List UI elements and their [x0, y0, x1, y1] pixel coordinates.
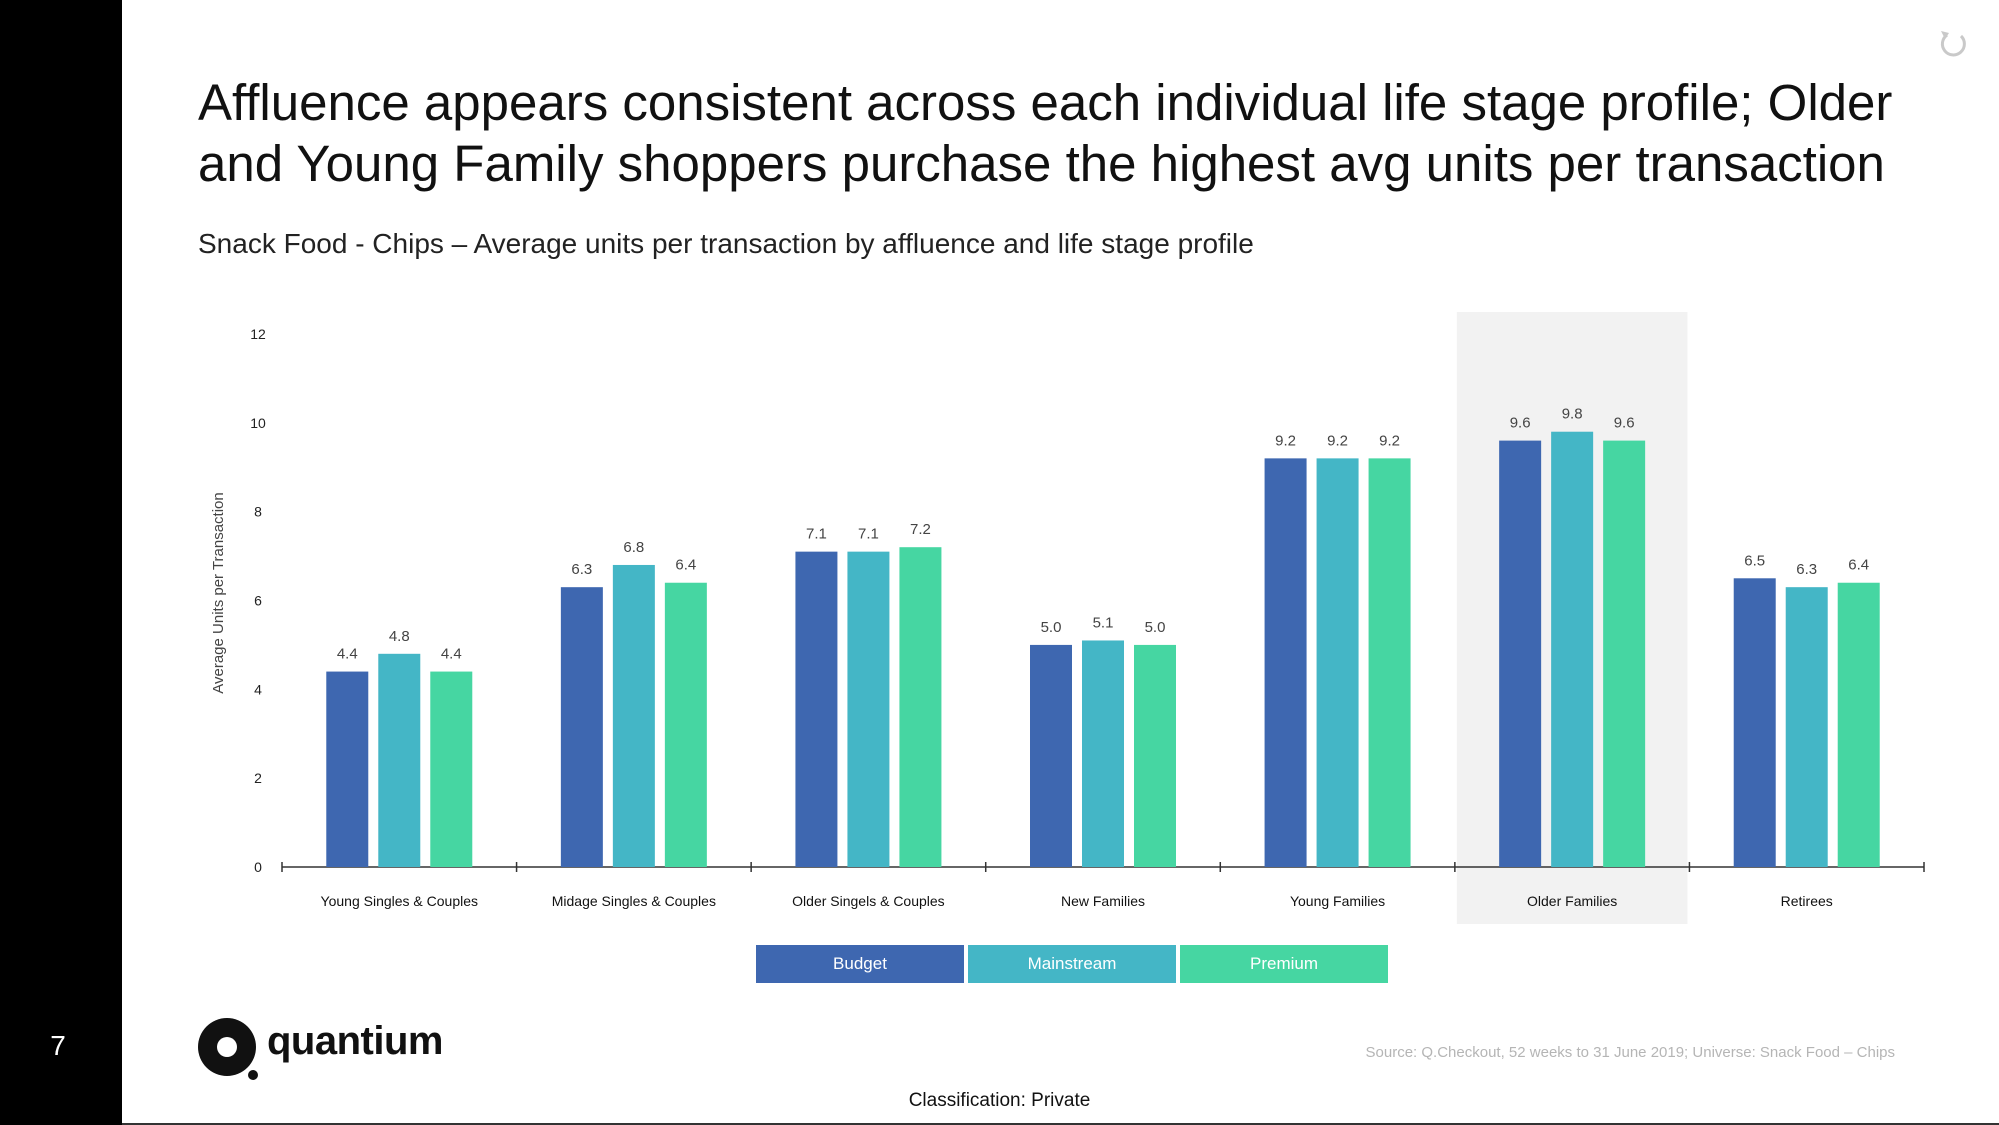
bar-mainstream	[378, 653, 421, 867]
data-label: 6.8	[623, 539, 644, 556]
data-label: 6.3	[571, 561, 592, 578]
data-label: 4.8	[389, 628, 410, 645]
bar-budget	[1733, 578, 1776, 867]
bar-mainstream	[1316, 458, 1359, 867]
x-tick-label: Older Families	[1527, 893, 1617, 909]
bar-premium	[664, 582, 707, 867]
x-tick-label: Young Families	[1290, 893, 1385, 909]
slide-headline: Affluence appears consistent across each…	[198, 74, 1893, 192]
bar-budget	[326, 671, 369, 867]
bar-premium	[1368, 458, 1411, 867]
x-tick-label: Older Singels & Couples	[792, 893, 945, 909]
data-label: 5.1	[1093, 614, 1114, 631]
x-tick-label: Midage Singles & Couples	[552, 893, 716, 909]
bar-budget	[1030, 644, 1072, 867]
bar-budget	[1499, 440, 1542, 867]
legend-item-premium: Premium	[1180, 945, 1388, 983]
data-label: 6.3	[1796, 561, 1817, 578]
data-label: 5.0	[1145, 619, 1166, 636]
chart-legend: Budget Mainstream Premium	[756, 945, 1388, 983]
bottom-divider	[122, 1123, 1999, 1125]
data-label: 5.0	[1041, 619, 1062, 636]
data-label: 9.2	[1275, 432, 1296, 449]
y-tick-label: 4	[254, 681, 262, 697]
bar-budget	[795, 551, 838, 867]
data-label: 9.6	[1510, 415, 1531, 432]
data-label: 6.4	[675, 557, 696, 574]
y-tick-label: 0	[254, 859, 262, 875]
bar-premium	[1837, 582, 1880, 867]
quantium-logo-icon	[198, 1018, 258, 1080]
bar-mainstream	[1082, 640, 1124, 867]
chart-subtitle: Snack Food - Chips – Average units per t…	[198, 228, 1254, 259]
y-tick-label: 6	[254, 593, 262, 609]
bar-mainstream	[847, 551, 890, 867]
data-label: 6.4	[1848, 557, 1869, 574]
logo-wordmark: quantium	[267, 1019, 443, 1063]
bar-chart: Average Units per Transaction 0 2 4 6 8 10 12 4.…	[210, 312, 1925, 924]
bar-mainstream	[612, 564, 655, 867]
data-label: 7.2	[910, 521, 931, 538]
bar-mainstream	[1785, 587, 1828, 867]
data-label: 9.2	[1327, 432, 1348, 449]
data-label: 7.1	[806, 526, 827, 543]
refresh-icon[interactable]	[1933, 24, 1973, 64]
bar-premium	[1134, 644, 1176, 867]
data-label: 6.5	[1744, 552, 1765, 569]
data-label: 4.4	[441, 646, 462, 663]
bar-budget	[1264, 458, 1307, 867]
legend-item-mainstream: Mainstream	[968, 945, 1176, 983]
bar-premium	[899, 547, 942, 867]
bar-mainstream	[1551, 431, 1594, 867]
data-label: 7.1	[858, 526, 879, 543]
left-sidebar-bar	[0, 0, 122, 1125]
y-tick-label: 2	[254, 770, 262, 786]
x-tick-label: Retirees	[1781, 893, 1833, 909]
bar-premium	[430, 671, 473, 867]
data-label: 9.2	[1379, 432, 1400, 449]
page-number: 7	[50, 1030, 66, 1061]
y-axis-label: Average Units per Transaction	[210, 492, 227, 694]
source-note: Source: Q.Checkout, 52 weeks to 31 June …	[1365, 1044, 1895, 1061]
y-tick-label: 10	[250, 415, 266, 431]
legend-item-budget: Budget	[756, 945, 964, 983]
data-label: 4.4	[337, 646, 358, 663]
y-tick-label: 12	[250, 326, 266, 342]
bar-budget	[560, 587, 603, 867]
x-tick-label: Young Singles & Couples	[321, 893, 479, 909]
y-tick-label: 8	[254, 504, 262, 520]
x-tick-label: New Families	[1061, 893, 1145, 909]
classification-label: Classification: Private	[908, 1090, 1091, 1111]
data-label: 9.8	[1562, 406, 1583, 423]
bar-premium	[1603, 440, 1646, 867]
data-label: 9.6	[1614, 415, 1635, 432]
